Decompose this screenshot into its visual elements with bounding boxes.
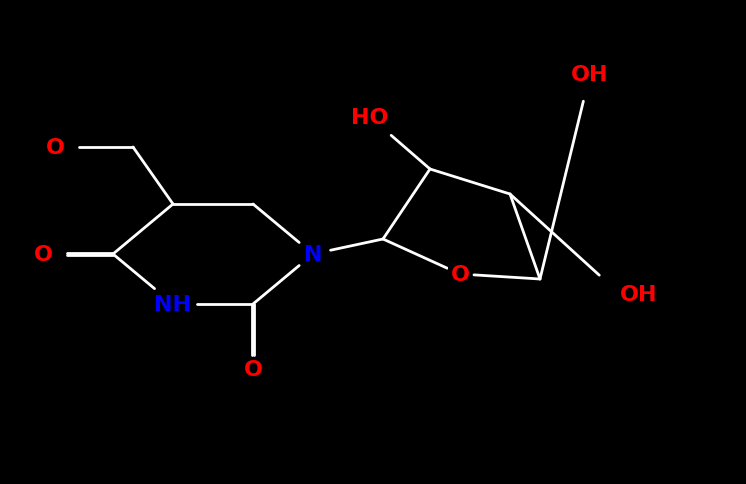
Text: O: O (243, 359, 263, 379)
Text: HO: HO (351, 108, 389, 128)
Text: N: N (304, 244, 322, 264)
Text: OH: OH (571, 65, 609, 85)
Text: O: O (46, 138, 65, 158)
Text: NH: NH (154, 294, 192, 314)
Text: OH: OH (620, 285, 657, 304)
Text: O: O (451, 264, 469, 285)
Text: O: O (34, 244, 53, 264)
